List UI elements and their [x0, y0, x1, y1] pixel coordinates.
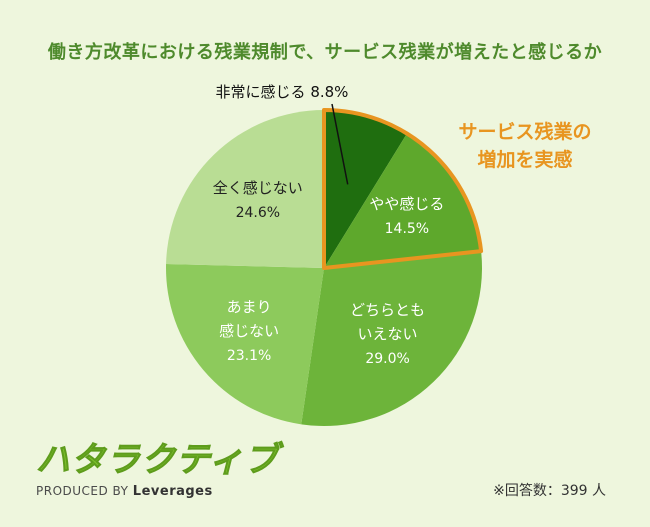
slice-value-1: 14.5% — [385, 221, 429, 237]
annotation-line-2: 増加を実感 — [477, 149, 573, 171]
slice-label-1: やや感じる — [369, 195, 444, 213]
annotation-line-1: サービス残業の — [458, 121, 592, 143]
highlight-annotation: サービス残業の 増加を実感 — [440, 118, 610, 174]
pie-slice-0 — [324, 110, 407, 268]
slice-value-2: 29.0% — [365, 351, 409, 367]
brand-logo: ハタラクティブ PRODUCED BY Leverages — [36, 440, 279, 500]
slice-label-3: 感じない — [219, 322, 279, 340]
slice-value-3: 23.1% — [227, 348, 271, 364]
pie-slices — [165, 110, 482, 426]
logo-subtitle: PRODUCED BY Leverages — [36, 484, 279, 499]
slice-label-3: あまり — [227, 298, 272, 316]
pie-slice-4 — [166, 110, 324, 268]
produced-by-text: PRODUCED BY — [36, 484, 129, 498]
slice-label-0: 非常に感じる 8.8% — [216, 83, 349, 101]
leader-line — [331, 103, 349, 185]
respondent-count: ※回答数：399 人 — [493, 483, 606, 499]
pie-slice-3 — [165, 264, 324, 425]
slice-label-2: どちらとも — [350, 301, 425, 319]
highlight-outline — [322, 108, 484, 270]
logo-mark: ハタラクティブ — [36, 440, 279, 481]
slice-label-4: 全く感じない — [213, 179, 303, 197]
slice-value-4: 24.6% — [236, 205, 280, 221]
brand-name: Leverages — [132, 484, 213, 499]
slice-label-2: いえない — [358, 325, 418, 343]
chart-title: 働き方改革における残業規制で、サービス残業が増えたと感じるか — [47, 42, 603, 63]
pie-slice-2 — [301, 251, 482, 426]
pie-slice-1 — [324, 133, 482, 268]
